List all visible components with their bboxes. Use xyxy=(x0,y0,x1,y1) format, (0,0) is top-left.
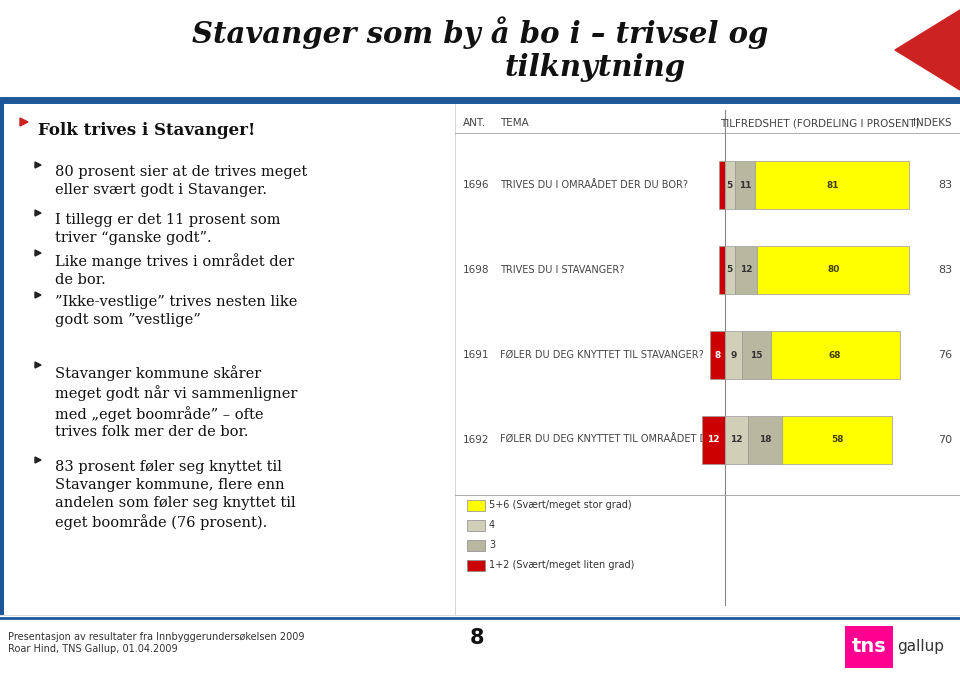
Text: ANT.: ANT. xyxy=(463,118,487,128)
Bar xyxy=(467,520,485,531)
Text: 4: 4 xyxy=(489,521,495,530)
Polygon shape xyxy=(35,210,41,216)
Text: 1691: 1691 xyxy=(463,350,490,360)
Text: 68: 68 xyxy=(828,351,842,359)
Text: TRIVES DU I STAVANGER?: TRIVES DU I STAVANGER? xyxy=(500,265,624,275)
Bar xyxy=(845,626,893,668)
Text: Presentasjon av resultater fra Innbyggerundersøkelsen 2009: Presentasjon av resultater fra Innbygger… xyxy=(8,632,304,642)
Bar xyxy=(0,100,4,615)
Text: 18: 18 xyxy=(758,435,771,445)
Text: 1698: 1698 xyxy=(463,265,490,275)
Text: 8: 8 xyxy=(714,351,721,359)
Text: Stavanger kommune skårer
meget godt når vi sammenligner
med „eget boområde” – of: Stavanger kommune skårer meget godt når … xyxy=(55,365,298,439)
Bar xyxy=(725,246,734,294)
Bar xyxy=(725,331,742,379)
Bar xyxy=(782,416,892,464)
Text: ”Ikke-vestlige” trives nesten like
godt som ”vestlige”: ”Ikke-vestlige” trives nesten like godt … xyxy=(55,295,298,327)
Bar xyxy=(725,161,734,209)
Polygon shape xyxy=(35,362,41,368)
Polygon shape xyxy=(35,162,41,168)
Bar xyxy=(734,246,757,294)
Bar xyxy=(467,540,485,551)
Bar xyxy=(0,100,455,615)
Text: 12: 12 xyxy=(739,266,752,275)
Text: Folk trives i Stavanger!: Folk trives i Stavanger! xyxy=(38,122,255,139)
Bar xyxy=(467,500,485,511)
Polygon shape xyxy=(35,457,41,463)
Text: 11: 11 xyxy=(738,180,752,189)
Text: 70: 70 xyxy=(938,435,952,445)
Text: 1692: 1692 xyxy=(463,435,490,445)
Polygon shape xyxy=(35,292,41,298)
Bar xyxy=(748,416,782,464)
Text: tns: tns xyxy=(852,637,886,656)
Bar xyxy=(725,416,748,464)
Text: I tillegg er det 11 prosent som
triver “ganske godt”.: I tillegg er det 11 prosent som triver “… xyxy=(55,213,280,245)
Bar xyxy=(702,416,725,464)
Text: 83: 83 xyxy=(938,265,952,275)
Bar xyxy=(742,331,771,379)
Text: 8: 8 xyxy=(470,628,485,648)
Bar xyxy=(757,246,909,294)
Text: Like mange trives i området der
de bor.: Like mange trives i området der de bor. xyxy=(55,253,295,287)
Text: 5: 5 xyxy=(727,266,732,275)
Text: 58: 58 xyxy=(830,435,843,445)
Bar xyxy=(771,331,900,379)
Text: 76: 76 xyxy=(938,350,952,360)
Text: 12: 12 xyxy=(708,435,720,445)
Text: 81: 81 xyxy=(827,180,839,189)
Text: TILFREDSHET (FORDELING I PROSENT): TILFREDSHET (FORDELING I PROSENT) xyxy=(720,118,920,128)
Text: TRIVES DU I OMRAÅDET DER DU BOR?: TRIVES DU I OMRAÅDET DER DU BOR? xyxy=(500,180,688,190)
Text: gallup: gallup xyxy=(897,639,944,654)
Bar xyxy=(709,331,725,379)
Text: INDEKS: INDEKS xyxy=(913,118,952,128)
Text: 83: 83 xyxy=(938,180,952,190)
Text: 9: 9 xyxy=(731,351,736,359)
Polygon shape xyxy=(35,250,41,256)
Text: 80 prosent sier at de trives meget
eller svært godt i Stavanger.: 80 prosent sier at de trives meget eller… xyxy=(55,165,307,197)
Bar xyxy=(734,161,756,209)
Polygon shape xyxy=(20,118,28,126)
Text: 5: 5 xyxy=(727,180,732,189)
Text: 5+6 (Svært/meget stor grad): 5+6 (Svært/meget stor grad) xyxy=(489,500,632,511)
Text: 12: 12 xyxy=(731,435,743,445)
Text: Stavanger som by å bo i – trivsel og: Stavanger som by å bo i – trivsel og xyxy=(192,17,768,49)
Text: 1696: 1696 xyxy=(463,180,490,190)
Text: 15: 15 xyxy=(750,351,762,359)
Text: FØLER DU DEG KNYTTET TIL OMRAÅDET DER DU: FØLER DU DEG KNYTTET TIL OMRAÅDET DER DU xyxy=(500,435,738,445)
Text: TEMA: TEMA xyxy=(500,118,529,128)
Text: FØLER DU DEG KNYTTET TIL STAVANGER?: FØLER DU DEG KNYTTET TIL STAVANGER? xyxy=(500,350,704,360)
Text: 83 prosent føler seg knyttet til
Stavanger kommune, flere enn
andelen som føler : 83 prosent føler seg knyttet til Stavang… xyxy=(55,460,296,530)
Polygon shape xyxy=(895,10,960,90)
Text: 1+2 (Svært/meget liten grad): 1+2 (Svært/meget liten grad) xyxy=(489,561,635,570)
Bar xyxy=(719,246,725,294)
Text: 3: 3 xyxy=(489,540,495,551)
Text: Roar Hind, TNS Gallup, 01.04.2009: Roar Hind, TNS Gallup, 01.04.2009 xyxy=(8,644,178,654)
Bar xyxy=(719,161,725,209)
Text: tilknytning: tilknytning xyxy=(505,54,685,83)
Bar xyxy=(756,161,909,209)
Text: 80: 80 xyxy=(828,266,839,275)
Bar xyxy=(467,560,485,571)
Bar xyxy=(455,100,960,615)
